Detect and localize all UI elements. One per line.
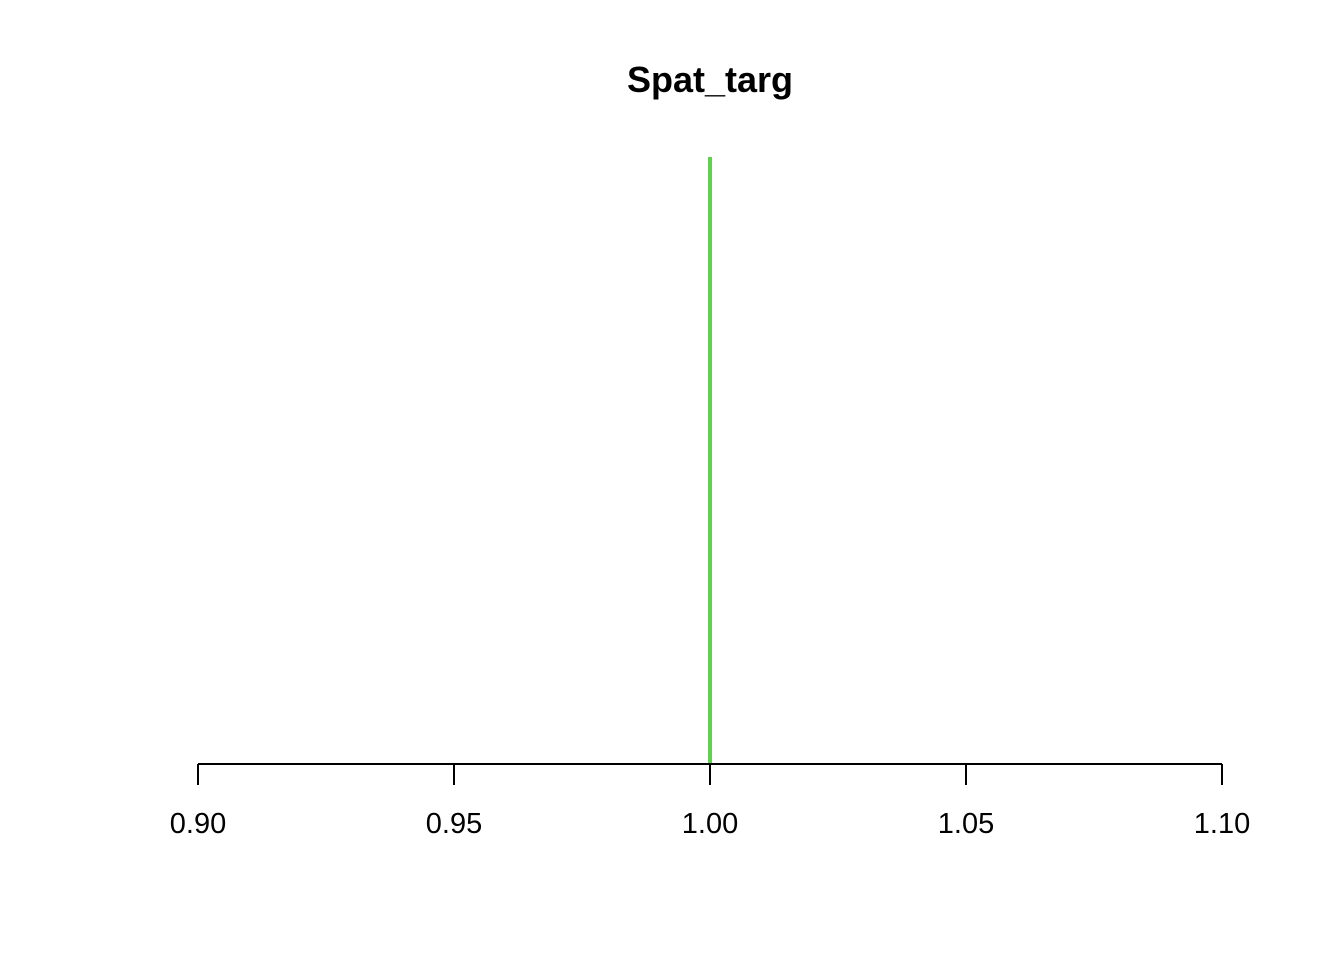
- x-tick-label: 0.95: [426, 808, 482, 840]
- x-tick-label: 1.10: [1194, 808, 1250, 840]
- x-tick-label: 1.05: [938, 808, 994, 840]
- x-axis: 0.90 0.95 1.00 1.05 1.10: [170, 763, 1250, 840]
- x-tick-label: 0.90: [170, 808, 226, 840]
- x-tick-label: 1.00: [682, 808, 738, 840]
- chart-title: Spat_targ: [627, 59, 793, 100]
